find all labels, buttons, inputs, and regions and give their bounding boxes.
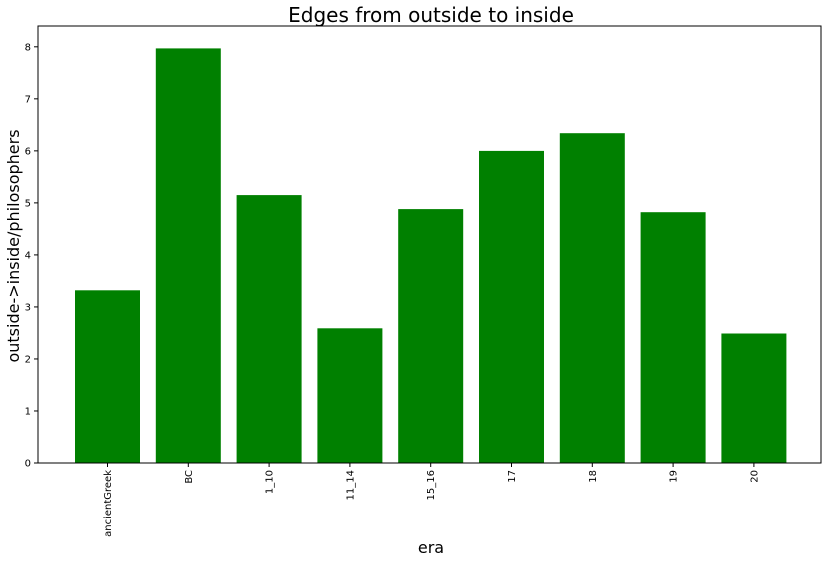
bar-19: [640, 212, 706, 463]
x-tick-label: 1_10: [265, 470, 276, 494]
x-axis-ticks: ancientGreek BC 1_10 11_14 15_16 17 18 19 20: [103, 463, 760, 537]
bar-1_10: [236, 195, 302, 463]
y-tick-label: 4: [25, 250, 31, 261]
bar-11_14: [317, 328, 383, 463]
y-tick-label: 5: [25, 198, 31, 209]
bar-17: [479, 150, 544, 463]
y-tick-label: 7: [25, 94, 31, 105]
chart-title: Edges from outside to inside: [288, 3, 574, 27]
bar-BC: [155, 48, 221, 464]
y-axis-label: outside->inside/philosophers: [4, 129, 23, 362]
x-tick-label: 15_16: [426, 470, 437, 500]
y-tick-label: 0: [25, 459, 31, 470]
x-tick-label: 18: [588, 470, 599, 483]
x-tick-label: 19: [669, 470, 680, 483]
y-tick-label: 2: [25, 354, 31, 365]
y-tick-label: 8: [25, 42, 31, 53]
x-tick-label: 20: [749, 470, 760, 483]
y-tick-label: 3: [25, 302, 31, 313]
y-tick-label: 6: [25, 146, 31, 157]
y-tick-label: 1: [25, 406, 31, 417]
x-axis-label: era: [418, 538, 444, 557]
x-tick-label: 11_14: [345, 470, 356, 500]
bar-20: [721, 333, 787, 463]
bars-group: [75, 48, 787, 464]
bar-ancientGreek: [75, 290, 140, 463]
bar-15_16: [398, 209, 464, 463]
plot-frame: [37, 25, 822, 464]
bar-18: [559, 133, 625, 463]
x-tick-label: ancientGreek: [103, 470, 114, 537]
y-axis-ticks: 0 1 2 3 4 5 6 7 8: [25, 42, 38, 470]
x-tick-label: 17: [507, 470, 518, 483]
x-tick-label: BC: [184, 470, 195, 484]
